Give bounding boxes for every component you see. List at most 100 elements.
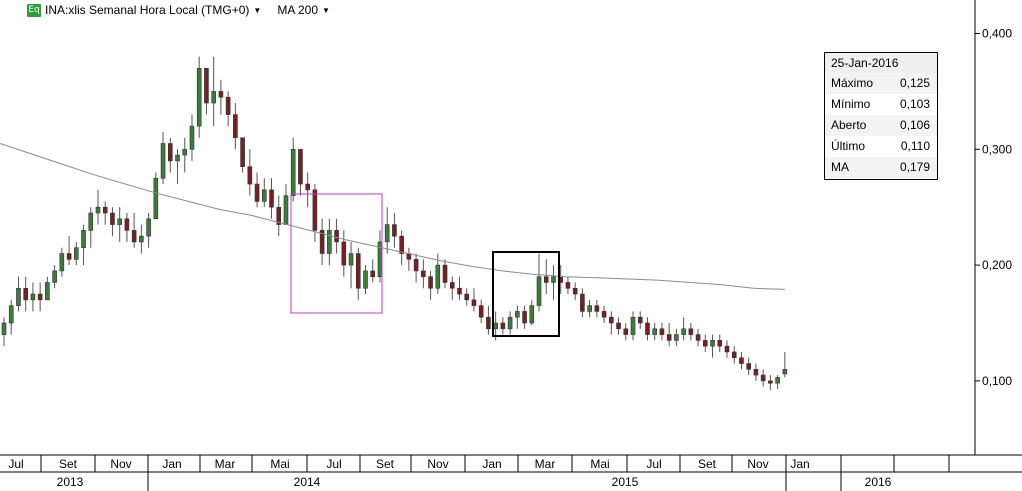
candle bbox=[110, 207, 115, 237]
candle bbox=[254, 172, 260, 208]
highlight-box-black bbox=[492, 251, 560, 337]
x-year-label: 2014 bbox=[294, 475, 321, 489]
x-month-label: Jan bbox=[790, 457, 809, 471]
x-month-label: Set bbox=[376, 457, 395, 471]
x-year-label: 2016 bbox=[865, 475, 892, 489]
row-value: 0,179 bbox=[899, 160, 930, 174]
candle bbox=[652, 323, 658, 341]
candle bbox=[124, 213, 130, 242]
candle bbox=[760, 369, 766, 387]
y-tick-label: 0,200 bbox=[982, 258, 1012, 272]
row-value: 0,103 bbox=[899, 97, 930, 111]
candle bbox=[659, 323, 665, 341]
candle bbox=[160, 131, 166, 185]
data-row-open: Aberto 0,106 bbox=[825, 115, 937, 136]
candle bbox=[37, 282, 43, 312]
candle bbox=[218, 79, 224, 115]
candle bbox=[500, 317, 506, 335]
candle bbox=[565, 276, 571, 295]
candle bbox=[421, 259, 426, 289]
candle bbox=[189, 114, 195, 161]
indicator-label: MA 200 bbox=[277, 3, 319, 17]
x-month-label: Jul bbox=[8, 457, 23, 471]
candle bbox=[724, 340, 730, 358]
candle bbox=[23, 276, 28, 312]
x-month-label: Jul bbox=[326, 457, 341, 471]
ma-200-line bbox=[0, 143, 785, 290]
indicator-dropdown[interactable]: MA 200 ▼ bbox=[277, 3, 330, 17]
row-value: 0,125 bbox=[899, 76, 930, 90]
x-month-label: Mai bbox=[590, 457, 609, 471]
data-window-date: 25-Jan-2016 bbox=[825, 53, 937, 73]
x-month-label: Nov bbox=[747, 457, 768, 471]
candle bbox=[630, 311, 636, 341]
candle bbox=[233, 103, 238, 150]
equity-icon: Eq bbox=[27, 3, 41, 17]
y-tick-label: 0,100 bbox=[982, 374, 1012, 388]
data-row-high: Máximo 0,125 bbox=[825, 73, 937, 94]
candle bbox=[717, 334, 723, 352]
candle bbox=[543, 259, 549, 295]
candle bbox=[334, 218, 339, 254]
data-window: 25-Jan-2016 Máximo 0,125 Mínimo 0,103 Aber… bbox=[824, 52, 938, 180]
candle bbox=[507, 311, 513, 335]
candle bbox=[522, 305, 527, 329]
row-label: MA bbox=[831, 160, 849, 174]
x-month-label: Jul bbox=[646, 457, 661, 471]
candle bbox=[768, 375, 773, 391]
candle bbox=[175, 149, 180, 185]
candle bbox=[247, 149, 253, 196]
candle bbox=[276, 195, 282, 237]
candle bbox=[370, 259, 376, 283]
candle bbox=[341, 230, 347, 277]
highlight-box-magenta bbox=[290, 193, 383, 314]
candle bbox=[399, 230, 404, 266]
candle bbox=[637, 311, 643, 329]
row-label: Último bbox=[831, 139, 866, 153]
symbol-dropdown[interactable]: INA:xlis Semanal Hora Local (TMG+0) ▼ bbox=[45, 3, 261, 17]
candle bbox=[261, 178, 267, 208]
candle bbox=[384, 207, 390, 254]
candle bbox=[580, 288, 585, 318]
candle bbox=[196, 56, 202, 138]
candle bbox=[81, 224, 86, 266]
candle bbox=[102, 201, 108, 225]
candle bbox=[1, 317, 7, 347]
candle bbox=[74, 241, 79, 266]
data-row-ma: MA 0,179 bbox=[825, 157, 937, 178]
candle bbox=[449, 276, 455, 300]
candle bbox=[30, 282, 36, 312]
candle bbox=[52, 265, 57, 289]
candle bbox=[363, 265, 368, 295]
candle bbox=[703, 334, 708, 352]
candle bbox=[211, 56, 216, 127]
candle bbox=[486, 305, 491, 335]
data-window-rows: Máximo 0,125 Mínimo 0,103 Aberto 0,106 Últi… bbox=[825, 73, 937, 178]
row-label: Máximo bbox=[831, 76, 874, 90]
candle bbox=[609, 311, 614, 335]
candle bbox=[471, 288, 477, 312]
y-axis: 0,400 0,300 0,200 0,100 bbox=[975, 27, 1012, 388]
row-value: 0,110 bbox=[900, 139, 930, 153]
candle bbox=[298, 149, 303, 196]
candle bbox=[348, 241, 354, 289]
candle bbox=[182, 137, 188, 173]
candle bbox=[131, 213, 137, 248]
candle bbox=[95, 189, 101, 225]
x-month-label: Mar bbox=[215, 457, 236, 471]
candle bbox=[327, 218, 332, 266]
x-month-label: Mar bbox=[535, 457, 556, 471]
candle bbox=[710, 334, 715, 358]
plot-area[interactable] bbox=[0, 0, 975, 455]
x-axis: Jul Set Nov Jan Mar Mai Jul Set Nov Jan Mar Mai Jul S… bbox=[0, 455, 1022, 491]
candle bbox=[428, 270, 433, 300]
candle bbox=[529, 299, 535, 326]
candle bbox=[601, 305, 607, 323]
candle bbox=[88, 207, 94, 248]
row-label: Mínimo bbox=[831, 97, 871, 111]
candle bbox=[478, 299, 484, 323]
chart-header: Eq INA:xlis Semanal Hora Local (TMG+0) ▼… bbox=[27, 3, 330, 17]
candle bbox=[753, 363, 759, 381]
x-month-label: Set bbox=[698, 457, 717, 471]
